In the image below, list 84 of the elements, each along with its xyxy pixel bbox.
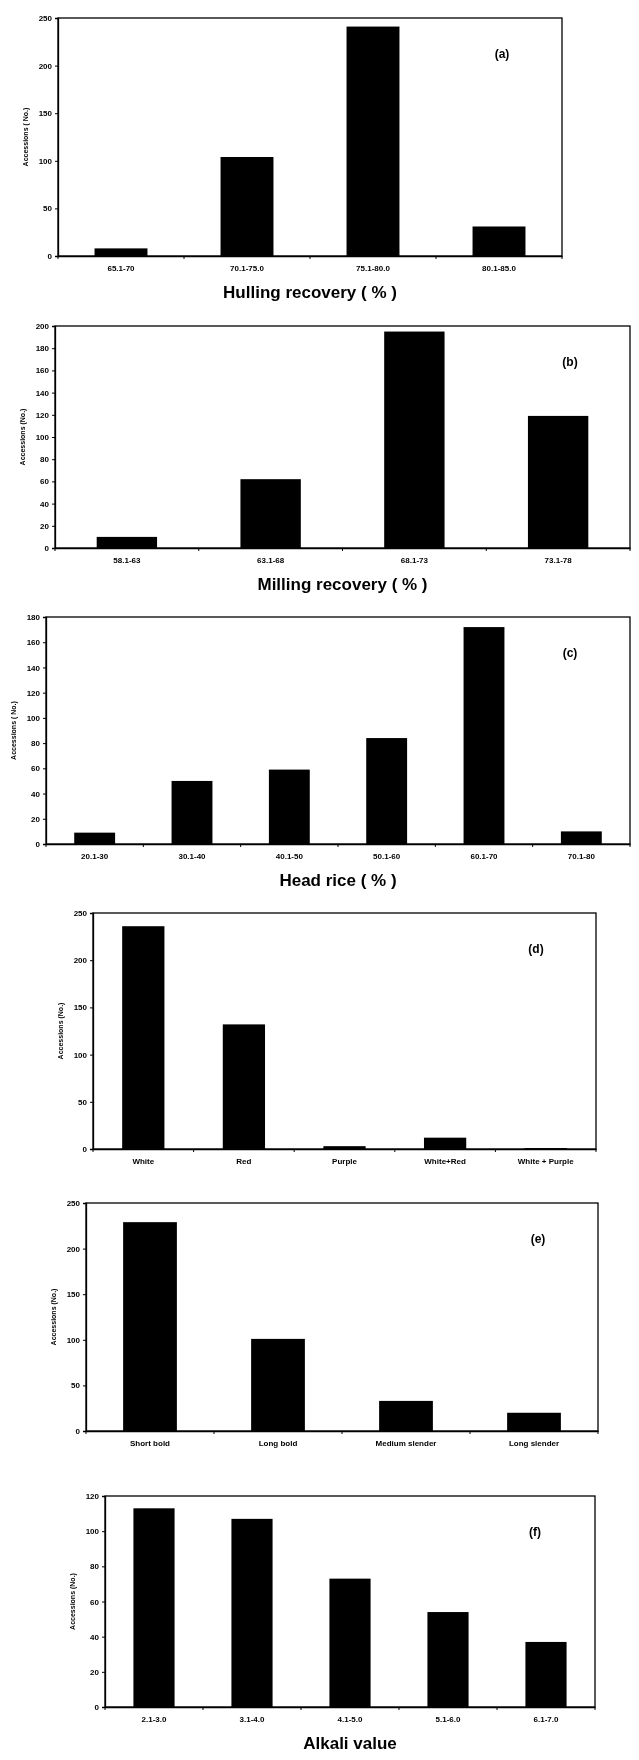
x-tick-label: 20.1-30 — [81, 851, 109, 861]
y-tick-label: 140 — [35, 388, 50, 398]
y-tick-label: 0 — [82, 1145, 88, 1155]
y-tick-label: 40 — [40, 499, 50, 509]
y-tick-label: 250 — [38, 14, 53, 24]
x-tick-label: 73.1-78 — [544, 555, 573, 565]
y-tick-label: 100 — [38, 156, 53, 166]
y-tick-label: 50 — [78, 1097, 88, 1107]
x-tick-label: 70.1-80 — [567, 851, 596, 861]
y-tick-label: 160 — [35, 366, 50, 376]
y-tick-label: 140 — [26, 663, 41, 673]
x-tick-label: 60.1-70 — [470, 851, 499, 861]
y-tick-label: 80 — [40, 455, 50, 465]
annotation: (f) — [529, 1525, 541, 1539]
x-tick-label: Long bold — [258, 1438, 298, 1448]
annotation: (c) — [562, 646, 578, 660]
annotation: (a) — [494, 47, 510, 61]
y-tick-label: 120 — [85, 1492, 100, 1502]
annotation: (e) — [530, 1232, 546, 1246]
y-tick-label: 200 — [66, 1244, 81, 1254]
x-tick-label: Purple — [332, 1156, 358, 1166]
x-tick-label: White + Purple — [517, 1156, 575, 1166]
x-axis-title: Alkali value — [303, 1734, 397, 1753]
x-tick-label: 2.1-3.0 — [141, 1714, 167, 1724]
x-axis-title: Milling recovery ( % ) — [257, 575, 428, 594]
x-tick-label: 3.1-4.0 — [239, 1714, 265, 1724]
y-tick-label: 160 — [26, 638, 41, 648]
x-tick-label: 63.1-68 — [257, 555, 285, 565]
y-tick-label: 100 — [26, 713, 41, 723]
y-tick-label: 100 — [35, 433, 50, 443]
y-tick-label: 200 — [38, 61, 53, 71]
x-tick-label: 40.1-50 — [275, 851, 304, 861]
y-tick-label: 150 — [66, 1290, 81, 1300]
y-tick-label: 0 — [94, 1703, 100, 1713]
y-tick-label: 20 — [31, 814, 41, 824]
y-tick-label: 0 — [75, 1427, 81, 1437]
y-tick-label: 200 — [73, 956, 88, 966]
x-tick-label: Short bold — [130, 1438, 171, 1448]
y-tick-label: 60 — [31, 764, 41, 774]
y-tick-label: 20 — [90, 1667, 100, 1677]
y-tick-label: 20 — [40, 521, 50, 531]
y-tick-label: 80 — [90, 1562, 100, 1572]
y-tick-label: 60 — [40, 477, 50, 487]
annotation: (d) — [528, 942, 544, 956]
x-tick-label: 5.1-6.0 — [435, 1714, 461, 1724]
y-tick-label: 40 — [31, 789, 41, 799]
y-tick-label: 150 — [38, 109, 53, 119]
x-tick-label: 50.1-60 — [373, 851, 401, 861]
x-tick-label: 75.1-80.0 — [356, 263, 391, 273]
y-tick-label: 250 — [73, 909, 88, 919]
y-tick-label: 100 — [66, 1335, 81, 1345]
x-tick-label: 58.1-63 — [113, 555, 141, 565]
y-tick-label: 50 — [71, 1381, 81, 1391]
y-tick-label: 120 — [35, 410, 50, 420]
x-tick-label: 80.1-85.0 — [482, 263, 517, 273]
x-tick-label: 30.1-40 — [178, 851, 207, 861]
y-tick-label: 180 — [26, 613, 41, 623]
annotation: (b) — [562, 355, 578, 369]
x-tick-label: Medium slender — [375, 1438, 437, 1448]
x-tick-label: White+Red — [424, 1156, 466, 1166]
x-tick-label: 6.1-7.0 — [533, 1714, 559, 1724]
x-tick-label: 4.1-5.0 — [337, 1714, 363, 1724]
x-tick-label: 68.1-73 — [400, 555, 429, 565]
y-tick-label: 60 — [90, 1597, 100, 1607]
y-tick-label: 0 — [47, 252, 53, 262]
y-tick-label: 200 — [35, 322, 50, 332]
y-tick-label: 0 — [44, 544, 50, 554]
y-tick-label: 0 — [35, 840, 41, 850]
y-tick-label: 100 — [73, 1050, 88, 1060]
y-tick-label: 50 — [43, 204, 53, 214]
x-axis-title: Hulling recovery ( % ) — [223, 283, 397, 302]
y-tick-label: 80 — [31, 739, 41, 749]
y-tick-label: 120 — [26, 688, 41, 698]
x-tick-label: 70.1-75.0 — [230, 263, 265, 273]
x-axis-title: Head rice ( % ) — [279, 871, 397, 890]
x-tick-label: White — [132, 1156, 155, 1166]
y-tick-label: 180 — [35, 344, 50, 354]
y-tick-label: 150 — [73, 1003, 88, 1013]
x-tick-label: 65.1-70 — [107, 263, 136, 273]
y-tick-label: 40 — [90, 1632, 100, 1642]
x-tick-label: Red — [236, 1156, 252, 1166]
y-tick-label: 100 — [85, 1527, 100, 1537]
x-tick-label: Long slender — [508, 1438, 560, 1448]
y-tick-label: 250 — [66, 1199, 81, 1209]
